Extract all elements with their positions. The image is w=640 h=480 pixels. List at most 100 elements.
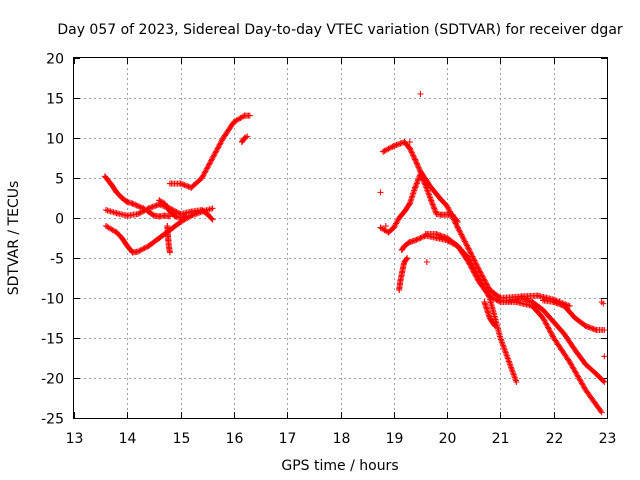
data-point xyxy=(566,359,573,365)
data-point xyxy=(540,297,547,304)
data-point xyxy=(241,112,248,119)
data-point xyxy=(198,208,205,215)
data-point xyxy=(398,247,405,253)
series-arc-15 xyxy=(481,299,499,329)
data-point xyxy=(113,210,120,217)
data-point xyxy=(108,181,115,188)
data-point xyxy=(582,387,589,393)
data-point xyxy=(401,208,408,215)
data-point xyxy=(166,249,173,256)
data-point xyxy=(550,299,557,305)
x-tick-label: 17 xyxy=(279,431,297,447)
data-point xyxy=(118,195,125,201)
data-point xyxy=(118,235,125,241)
data-layer xyxy=(101,91,608,416)
data-point xyxy=(397,279,404,285)
data-point xyxy=(406,200,413,207)
data-point xyxy=(398,271,405,277)
data-point xyxy=(156,235,163,241)
data-point xyxy=(438,197,445,204)
data-point xyxy=(423,259,430,265)
data-point xyxy=(400,263,407,269)
series-arc-4 xyxy=(156,197,189,221)
data-point xyxy=(486,315,493,321)
x-tick-label: 21 xyxy=(492,431,510,447)
y-axis-label: SDTVAR / TECUs xyxy=(6,181,22,296)
x-tick-label: 19 xyxy=(386,431,404,447)
data-point xyxy=(166,208,173,215)
data-point xyxy=(438,211,445,218)
x-tick-label: 15 xyxy=(173,431,191,447)
data-point xyxy=(156,213,163,220)
data-point xyxy=(188,184,195,191)
data-point xyxy=(134,211,141,217)
data-point xyxy=(593,371,600,377)
data-point xyxy=(465,245,472,252)
data-point xyxy=(401,243,408,249)
data-point xyxy=(422,231,429,237)
plot-frame xyxy=(73,57,608,419)
series-outliers xyxy=(377,91,608,360)
data-point xyxy=(534,292,541,299)
data-point xyxy=(572,347,579,353)
data-point xyxy=(566,303,573,309)
y-tick-label: -20 xyxy=(41,372,64,388)
data-point xyxy=(572,315,579,321)
data-point xyxy=(220,135,227,141)
data-point xyxy=(102,207,109,213)
data-point xyxy=(165,237,172,244)
data-point xyxy=(177,215,184,221)
data-point xyxy=(161,200,168,207)
data-point xyxy=(540,315,547,321)
data-point xyxy=(172,213,179,220)
x-tick-label: 18 xyxy=(333,431,351,447)
data-point xyxy=(390,224,397,231)
data-point xyxy=(401,139,408,145)
data-point xyxy=(561,331,568,337)
data-point xyxy=(601,327,608,333)
x-tick-label: 14 xyxy=(119,431,137,447)
x-tick-label: 23 xyxy=(599,431,617,447)
x-tick-label: 22 xyxy=(546,431,564,447)
data-point xyxy=(444,235,451,241)
data-point xyxy=(145,243,152,249)
data-point xyxy=(412,156,419,163)
data-point xyxy=(601,379,608,385)
data-point xyxy=(540,307,547,313)
data-point xyxy=(582,323,589,329)
data-point xyxy=(382,223,389,229)
data-point xyxy=(550,335,557,341)
data-point xyxy=(484,307,491,313)
data-point xyxy=(406,139,413,145)
data-point xyxy=(188,212,195,219)
data-point xyxy=(422,176,429,183)
y-tick-label: 0 xyxy=(55,212,64,228)
data-point xyxy=(161,212,168,219)
data-point xyxy=(156,197,163,204)
data-point xyxy=(238,139,245,145)
data-point xyxy=(593,327,600,333)
data-point xyxy=(166,180,173,187)
data-point xyxy=(209,205,216,212)
data-point xyxy=(428,197,435,204)
data-point xyxy=(177,180,184,187)
data-point xyxy=(561,303,568,309)
y-tick-label: 5 xyxy=(55,172,64,188)
data-point xyxy=(124,199,131,205)
data-point xyxy=(134,203,141,209)
data-point xyxy=(550,319,557,325)
data-point xyxy=(182,213,189,220)
data-point xyxy=(433,231,440,237)
series-arc-14 xyxy=(396,255,411,293)
data-point xyxy=(417,235,424,241)
y-tick-label: -5 xyxy=(50,252,64,268)
data-point xyxy=(433,191,440,197)
series-arc-8 xyxy=(377,171,461,236)
data-point xyxy=(444,211,451,218)
data-point xyxy=(150,212,157,219)
data-point xyxy=(497,297,504,304)
data-point xyxy=(390,143,397,149)
data-point xyxy=(529,299,536,305)
data-point xyxy=(433,211,440,217)
data-point xyxy=(417,91,424,97)
